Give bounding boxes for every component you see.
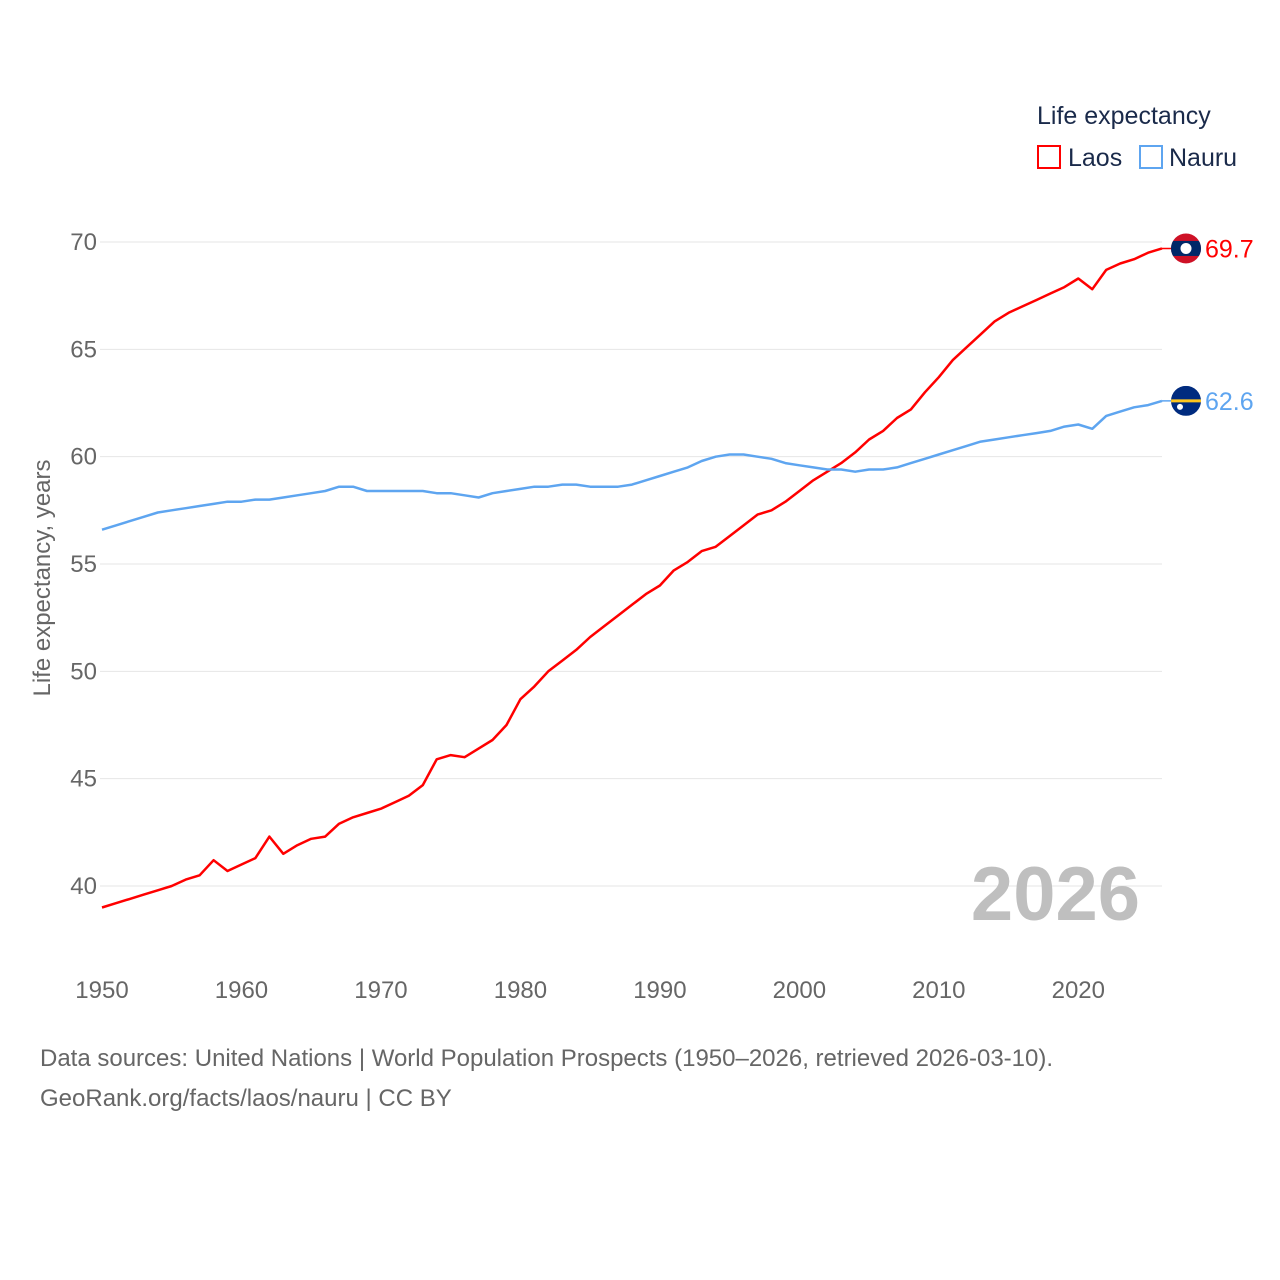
flag-stripe — [1171, 399, 1201, 403]
x-tick-label: 1970 — [354, 977, 407, 1004]
x-tick-label: 2010 — [912, 977, 965, 1004]
end-value-label: 62.6 — [1205, 388, 1254, 416]
series-end-markers: 69.7 62.6 — [1162, 233, 1254, 416]
y-tick-label: 50 — [70, 658, 97, 685]
year-label: 2026 — [971, 852, 1140, 937]
x-tick-label: 1980 — [494, 977, 547, 1004]
series-lines — [101, 247, 1163, 909]
gridlines — [100, 241, 1162, 887]
source-link[interactable]: GeoRank.org/facts/laos/nauru | CC BY — [40, 1085, 452, 1112]
nauru-flag-icon — [1171, 385, 1201, 416]
legend-label-nauru[interactable]: Nauru — [1169, 144, 1237, 172]
flag-moon — [1180, 242, 1192, 254]
y-axis-ticks: 40 45 50 55 60 65 70 — [70, 229, 97, 900]
legend: Life expectancy Laos Nauru — [1037, 102, 1237, 172]
series-line-nauru — [101, 399, 1163, 531]
x-tick-label: 2000 — [773, 977, 826, 1004]
y-tick-label: 45 — [70, 766, 97, 793]
laos-flag-icon — [1171, 233, 1201, 264]
x-tick-label: 2020 — [1052, 977, 1105, 1004]
end-value-label: 69.7 — [1205, 235, 1254, 263]
x-tick-label: 1960 — [215, 977, 268, 1004]
x-axis-ticks: 1950 1960 1970 1980 1990 2000 2010 2020 — [75, 977, 1105, 1004]
y-tick-label: 70 — [70, 229, 97, 256]
x-tick-label: 1990 — [633, 977, 686, 1004]
y-axis-label: Life expectancy, years — [29, 459, 56, 696]
legend-swatch-nauru[interactable] — [1139, 145, 1163, 169]
legend-swatch-laos[interactable] — [1037, 145, 1061, 169]
legend-label-laos[interactable]: Laos — [1068, 144, 1122, 172]
x-tick-label: 1950 — [75, 977, 128, 1004]
data-source-note: Data sources: United Nations | World Pop… — [40, 1045, 1054, 1072]
y-tick-label: 60 — [70, 444, 97, 471]
flag-graphic — [1171, 385, 1201, 416]
y-tick-label: 40 — [70, 873, 97, 900]
y-tick-label: 55 — [70, 551, 97, 578]
series-line-laos — [101, 247, 1163, 909]
flag-graphic — [1171, 233, 1201, 264]
legend-title: Life expectancy — [1037, 102, 1211, 130]
y-tick-label: 65 — [70, 336, 97, 363]
flag-star — [1177, 403, 1183, 410]
